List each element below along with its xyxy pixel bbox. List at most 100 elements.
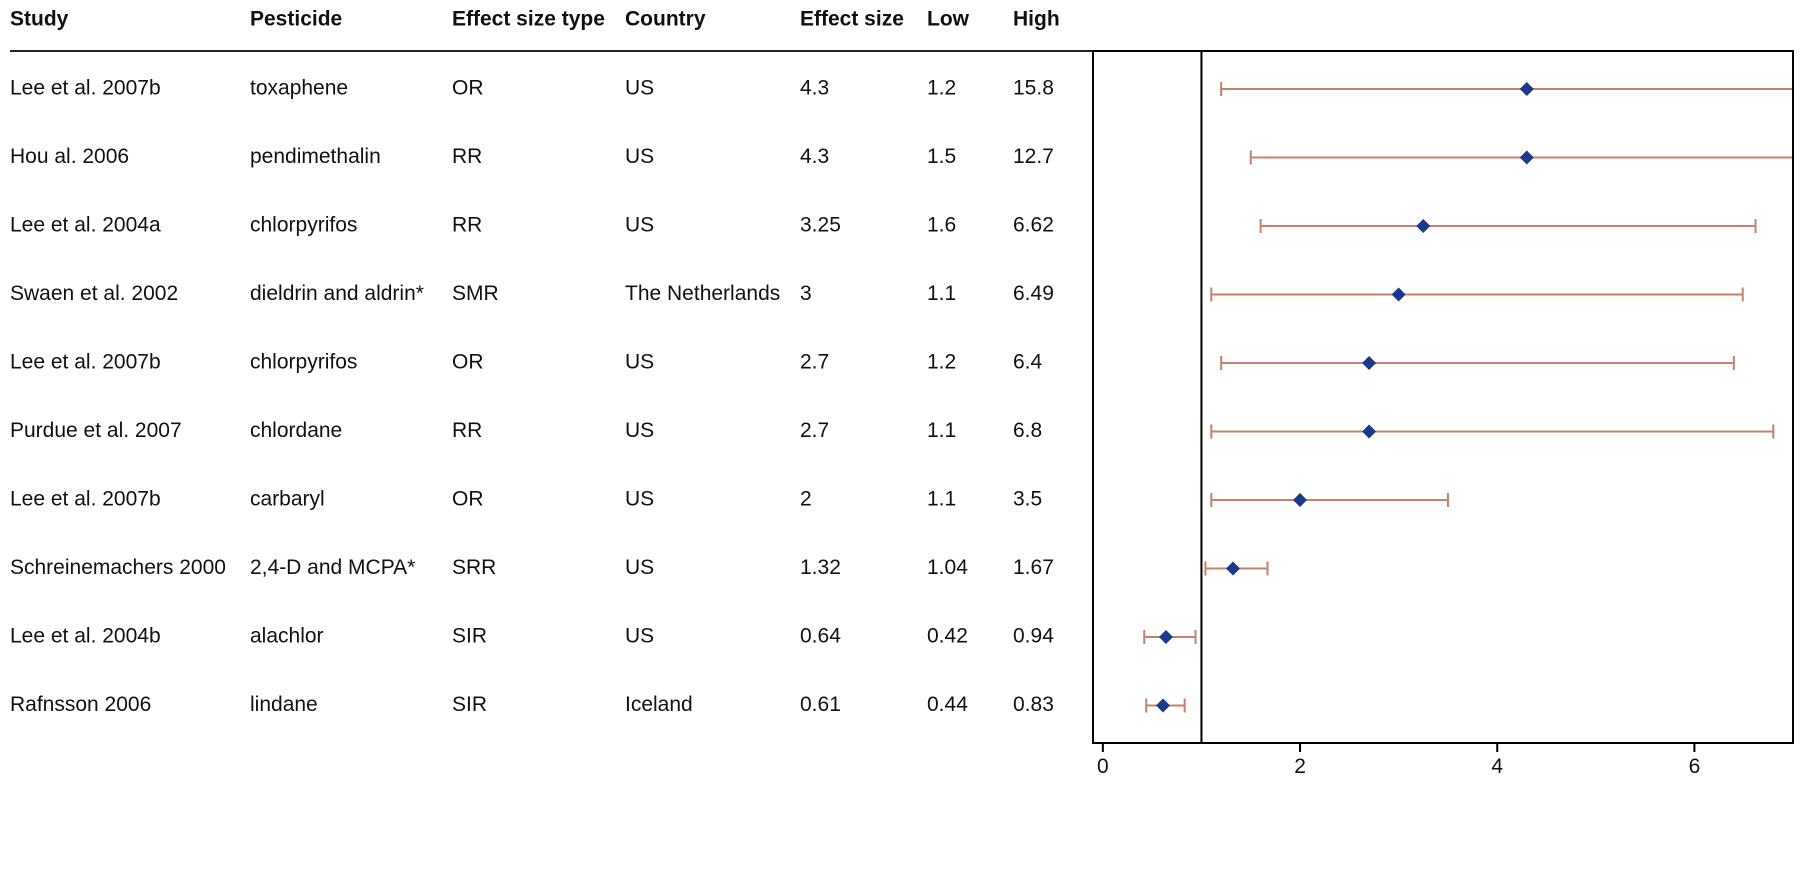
cell-high: 6.49 bbox=[1013, 282, 1054, 305]
cell-pesticide: chlorpyrifos bbox=[250, 351, 357, 374]
cell-type: RR bbox=[452, 419, 482, 442]
cell-effect: 0.61 bbox=[800, 693, 841, 716]
cell-type: SMR bbox=[452, 282, 499, 305]
plot-area bbox=[1143, 51, 1792, 743]
cell-pesticide: pendimethalin bbox=[250, 145, 381, 168]
x-tick-label: 6 bbox=[1689, 755, 1701, 778]
cell-high: 3.5 bbox=[1013, 488, 1042, 511]
cell-pesticide: chlordane bbox=[250, 419, 342, 442]
cell-high: 0.83 bbox=[1013, 693, 1054, 716]
cell-high: 0.94 bbox=[1013, 625, 1054, 648]
header-type: Effect size type bbox=[452, 8, 605, 31]
cell-high: 6.4 bbox=[1013, 351, 1043, 374]
cell-effect: 0.64 bbox=[800, 625, 841, 648]
table-row: Rafnsson 2006 lindane SIR Iceland 0.61 0.44 0.… bbox=[10, 693, 1054, 716]
cell-pesticide: toxaphene bbox=[250, 77, 348, 100]
effect-point bbox=[1519, 82, 1534, 96]
cell-country: Iceland bbox=[625, 693, 693, 716]
header-study: Study bbox=[10, 8, 69, 31]
cell-country: US bbox=[625, 488, 654, 511]
cell-country: US bbox=[625, 351, 654, 374]
cell-country: US bbox=[625, 214, 654, 237]
cell-study: Lee et al. 2004b bbox=[10, 625, 161, 648]
header-low: Low bbox=[927, 8, 970, 31]
effect-point bbox=[1362, 424, 1377, 439]
table-row: Lee et al. 2004b alachlor SIR US 0.64 0.42 0.9… bbox=[10, 625, 1054, 648]
table-body: Lee et al. 2007b toxaphene OR US 4.3 1.2 15.8 H… bbox=[10, 77, 1054, 717]
cell-effect: 3 bbox=[800, 282, 812, 305]
cell-effect: 2.7 bbox=[800, 351, 829, 374]
cell-study: Schreinemachers 2000 bbox=[10, 556, 226, 579]
cell-low: 1.1 bbox=[927, 488, 956, 511]
cell-type: RR bbox=[452, 214, 482, 237]
cell-low: 0.42 bbox=[927, 625, 968, 648]
cell-low: 1.2 bbox=[927, 77, 956, 100]
ci-row bbox=[1249, 150, 1792, 165]
cell-country: US bbox=[625, 77, 654, 100]
effect-point bbox=[1158, 630, 1173, 644]
cell-type: SRR bbox=[452, 556, 496, 579]
cell-effect: 4.3 bbox=[800, 77, 829, 100]
cell-pesticide: lindane bbox=[250, 693, 318, 716]
x-tick-label: 0 bbox=[1097, 755, 1109, 778]
cell-country: US bbox=[625, 556, 654, 579]
ci-row bbox=[1210, 424, 1775, 439]
ci-row bbox=[1220, 82, 1792, 96]
cell-type: SIR bbox=[452, 625, 487, 648]
header-pesticide: Pesticide bbox=[250, 8, 342, 31]
cell-study: Hou al. 2006 bbox=[10, 145, 129, 168]
effect-point bbox=[1519, 150, 1534, 165]
cell-type: RR bbox=[452, 145, 482, 168]
effect-point bbox=[1293, 493, 1308, 507]
cell-study: Lee et al. 2004a bbox=[10, 214, 161, 237]
table-row: Lee et al. 2007b carbaryl OR US 2 1.1 3.5 bbox=[10, 488, 1042, 511]
cell-type: SIR bbox=[452, 693, 487, 716]
effect-point bbox=[1362, 356, 1377, 370]
x-tick-label: 4 bbox=[1491, 755, 1503, 778]
cell-pesticide: chlorpyrifos bbox=[250, 214, 357, 237]
cell-pesticide: 2,4-D and MCPA* bbox=[250, 556, 415, 579]
table-row: Schreinemachers 2000 2,4-D and MCPA* SRR US… bbox=[10, 556, 1054, 579]
table-row: Swaen et al. 2002 dieldrin and aldrin* SMR… bbox=[10, 282, 1054, 305]
ci-row bbox=[1210, 493, 1449, 507]
cell-low: 1.1 bbox=[927, 282, 956, 305]
cell-study: Lee et al. 2007b bbox=[10, 351, 161, 374]
ci-row bbox=[1259, 219, 1757, 233]
cell-study: Purdue et al. 2007 bbox=[10, 419, 182, 442]
cell-study: Lee et al. 2007b bbox=[10, 77, 161, 100]
cell-effect: 2 bbox=[800, 488, 812, 511]
table-row: Purdue et al. 2007 chlordane RR US 2.7 1.1 6.8 bbox=[10, 419, 1042, 442]
cell-country: US bbox=[625, 625, 654, 648]
effect-point bbox=[1416, 219, 1431, 233]
cell-high: 15.8 bbox=[1013, 77, 1054, 100]
ci-row bbox=[1145, 698, 1186, 713]
x-tick-label: 2 bbox=[1294, 755, 1306, 778]
table-row: Lee et al. 2007b chlorpyrifos OR US 2.7 1.2 6.… bbox=[10, 351, 1043, 374]
table-row: Hou al. 2006 pendimethalin RR US 4.3 1.5 12.7 bbox=[10, 145, 1054, 168]
cell-effect: 1.32 bbox=[800, 556, 841, 579]
cell-effect: 3.25 bbox=[800, 214, 841, 237]
ci-row bbox=[1220, 356, 1735, 370]
cell-type: OR bbox=[452, 77, 484, 100]
cell-pesticide: alachlor bbox=[250, 625, 324, 648]
cell-high: 12.7 bbox=[1013, 145, 1054, 168]
cell-type: OR bbox=[452, 351, 484, 374]
cell-country: US bbox=[625, 145, 654, 168]
cell-high: 6.62 bbox=[1013, 214, 1054, 237]
header-country: Country bbox=[625, 8, 706, 31]
cell-study: Rafnsson 2006 bbox=[10, 693, 151, 716]
cell-country: The Netherlands bbox=[625, 282, 780, 305]
cell-low: 1.2 bbox=[927, 351, 956, 374]
header-effect: Effect size bbox=[800, 8, 904, 31]
ci-row bbox=[1143, 630, 1197, 644]
cell-effect: 2.7 bbox=[800, 419, 829, 442]
effect-point bbox=[1226, 561, 1240, 576]
effect-point bbox=[1156, 698, 1170, 713]
table-row: Lee et al. 2007b toxaphene OR US 4.3 1.2 15.8 bbox=[10, 77, 1054, 100]
cell-low: 0.44 bbox=[927, 693, 968, 716]
header-high: High bbox=[1013, 8, 1060, 31]
cell-type: OR bbox=[452, 488, 484, 511]
ci-row bbox=[1210, 287, 1744, 302]
effect-point bbox=[1391, 287, 1406, 302]
